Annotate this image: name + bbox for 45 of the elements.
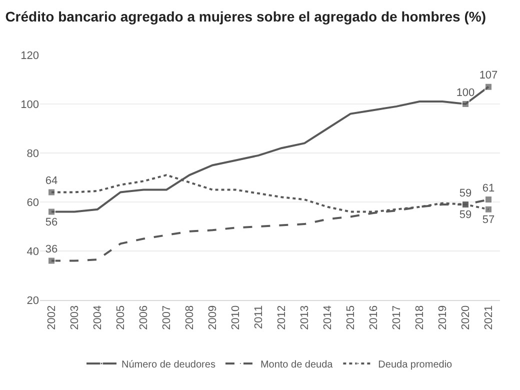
x-tick-label: 2015: [345, 305, 358, 330]
data-label: 61: [482, 182, 495, 194]
data-label: 64: [45, 175, 58, 188]
point: [48, 208, 56, 216]
y-tick-label: 100: [20, 98, 39, 111]
data-label: 56: [45, 216, 58, 228]
x-tick-label: 2009: [207, 305, 220, 330]
x-tick-label: 2013: [299, 305, 312, 330]
chart-title: Crédito bancario agregado a mujeres sobre el agregado de hombres (%): [5, 8, 486, 24]
data-label: 59: [459, 187, 472, 200]
data-label: 59: [459, 209, 472, 222]
point: [48, 256, 56, 265]
x-tick-label: 2010: [230, 305, 242, 330]
x-tick-label: 2007: [161, 305, 174, 330]
x-tick-label: 2011: [253, 305, 266, 330]
data-label: 107: [479, 70, 498, 82]
x-tick-label: 2020: [460, 305, 472, 330]
y-tick-label: 80: [26, 148, 39, 160]
x-tick-label: 2018: [414, 305, 426, 330]
x-tick-label: 2003: [69, 305, 82, 330]
x-tick-label: 2016: [368, 305, 380, 330]
x-tick-label: 2002: [46, 305, 58, 330]
legend-label: Deuda promedio: [378, 359, 453, 370]
y-tick-label: 20: [26, 294, 39, 307]
x-tick-label: 2005: [115, 305, 128, 330]
y-tick-label: 60: [26, 196, 39, 209]
data-label: 57: [482, 214, 495, 226]
x-tick-label: 2021: [483, 305, 496, 330]
x-tick-label: 2006: [138, 305, 150, 330]
x-tick-label: 2019: [437, 305, 450, 330]
data-label: 100: [456, 86, 475, 99]
point: [484, 82, 492, 91]
x-tick-label: 2004: [92, 305, 104, 330]
point: [48, 188, 56, 196]
legend-label: Monto de deuda: [260, 359, 334, 370]
x-tick-label: 2008: [184, 305, 196, 330]
legend-label: Número de deudores: [122, 359, 216, 370]
x-tick-label: 2014: [322, 305, 334, 330]
x-tick-label: 2012: [276, 305, 288, 330]
data-label: 36: [45, 244, 58, 256]
y-tick-label: 120: [20, 50, 39, 62]
point: [484, 205, 492, 214]
point: [462, 100, 470, 108]
y-tick-label: 40: [26, 246, 39, 258]
x-tick-label: 2017: [391, 305, 404, 330]
